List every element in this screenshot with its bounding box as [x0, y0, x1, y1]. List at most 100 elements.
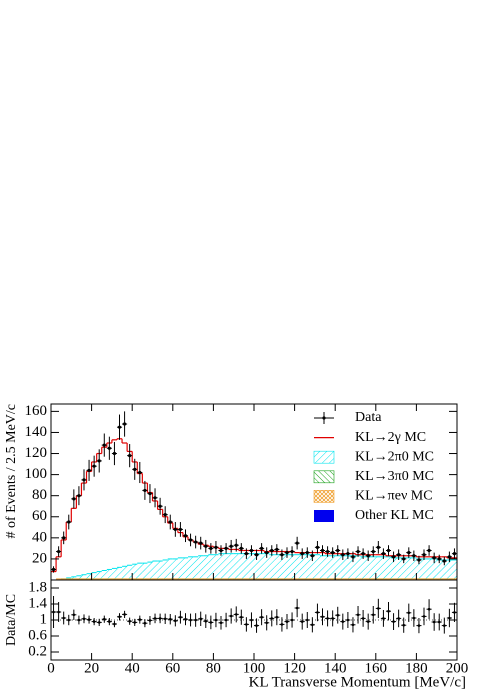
data-point — [122, 422, 127, 426]
hist-bin — [137, 563, 143, 580]
hist-bin — [391, 557, 397, 580]
ratio-point — [82, 617, 86, 621]
data-point — [173, 527, 177, 532]
data-point — [229, 544, 233, 548]
ratio-point — [148, 619, 152, 622]
y-tick-label: 80 — [32, 487, 47, 503]
data-point — [163, 513, 167, 517]
data-point — [371, 549, 375, 554]
data-point — [188, 538, 193, 542]
hist-bin — [314, 578, 320, 580]
data-point — [199, 541, 203, 545]
ratio-point — [311, 623, 314, 627]
data-point — [112, 451, 117, 456]
hist-bin — [167, 558, 173, 580]
ratio-point — [265, 621, 268, 625]
hist-bin — [396, 578, 402, 580]
hist-bin — [355, 578, 361, 580]
ratio-point — [158, 617, 162, 620]
ratio-point — [199, 617, 203, 621]
hist-bin — [248, 553, 254, 580]
data-point — [107, 446, 111, 450]
hist-bin — [436, 559, 442, 580]
data-point — [92, 464, 96, 468]
data-point — [356, 549, 360, 554]
hist-bin — [411, 578, 417, 580]
ratio-point — [346, 618, 350, 622]
hist-bin — [213, 554, 219, 580]
data-point — [437, 557, 441, 561]
hist-bin — [162, 578, 168, 580]
hist-bin — [279, 554, 285, 580]
hist-bin — [426, 578, 432, 580]
hist-bin — [137, 578, 143, 580]
y-tick-label: 20 — [32, 550, 47, 566]
ratio-point — [443, 624, 446, 627]
hist-bin — [61, 578, 67, 580]
ratio-point — [138, 618, 142, 621]
data-point — [67, 520, 71, 524]
hist-bin — [228, 578, 234, 580]
y-tick-label: 140 — [25, 424, 48, 440]
ratio-point — [113, 622, 116, 626]
legend-label: Other KL MC — [355, 508, 434, 523]
hist-bin — [157, 561, 163, 580]
ratio-point — [295, 606, 299, 610]
data-point — [447, 555, 451, 559]
ratio-point — [57, 610, 60, 614]
data-point — [442, 559, 446, 563]
hist-bin — [284, 578, 290, 580]
x-tick-label: 160 — [365, 660, 388, 676]
ratio-point — [209, 621, 213, 624]
data-point — [219, 548, 223, 553]
data-point — [72, 497, 76, 501]
x-axis-label: KL Transverse Momentum [MeV/c] — [249, 674, 466, 690]
hist-bin — [86, 578, 92, 580]
data-point — [204, 544, 208, 548]
data-point — [265, 550, 269, 555]
hist-bin — [401, 578, 407, 580]
ratio-point — [133, 621, 137, 624]
hist-bin — [441, 559, 447, 580]
hist-bin — [319, 578, 326, 580]
data-point — [310, 554, 314, 558]
data-point — [183, 534, 188, 538]
legend-label: KL→πeν MC — [355, 489, 433, 504]
hist-bin — [111, 568, 117, 580]
ratio-point — [321, 615, 324, 619]
hist-bin — [81, 574, 87, 580]
hist-bin — [238, 553, 244, 580]
ratio-point — [62, 616, 65, 620]
ratio-point — [179, 615, 182, 619]
ratio-point — [407, 611, 411, 615]
data-point — [209, 546, 213, 550]
ratio-point — [229, 614, 233, 618]
hist-bin — [335, 578, 341, 580]
plot-layer: 20 40 60 80 100 120 140 160 0.20.611.41.8 0 20 40 60… — [4, 403, 468, 691]
hist-bin — [223, 553, 229, 580]
y-tick-label: 160 — [25, 403, 48, 419]
hist-bin — [101, 570, 107, 580]
hist-bin — [152, 561, 158, 580]
hist-bin — [172, 558, 178, 580]
y-tick-label: 60 — [32, 508, 47, 524]
y-axis-label: # of Events / 2.5 MeV/c — [4, 404, 19, 539]
ratio-point — [97, 621, 101, 624]
hist-bin — [233, 553, 239, 580]
hist-bin — [243, 578, 249, 580]
ratio-point — [123, 613, 126, 616]
data-point — [422, 553, 426, 557]
legend-key — [313, 470, 335, 484]
x-tick-label: 100 — [243, 660, 266, 676]
hist-bin — [127, 565, 133, 580]
ratio-point — [432, 620, 436, 624]
hist-bin — [91, 572, 97, 580]
hist-bin — [340, 555, 346, 580]
hist-bin — [116, 578, 123, 580]
hist-bin — [208, 554, 214, 580]
data-point — [432, 556, 436, 560]
x-tick-label: 80 — [206, 660, 221, 676]
ratio-point — [108, 620, 111, 623]
hist-bin — [198, 578, 204, 580]
ratio-point — [204, 619, 208, 623]
